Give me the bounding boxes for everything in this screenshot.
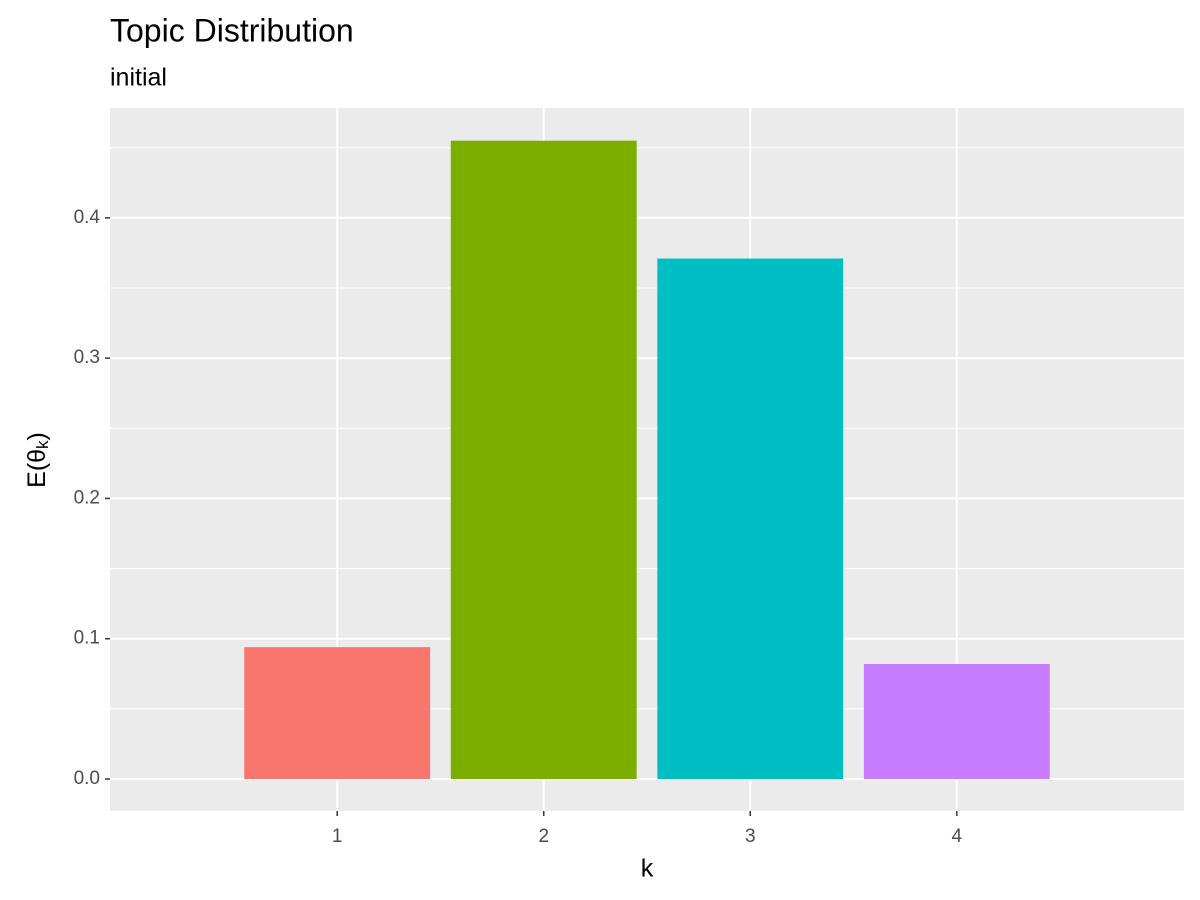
- x-tick-label: 4: [952, 826, 963, 847]
- x-tick-label: 2: [538, 826, 549, 847]
- y-tick-label: 0.2: [74, 487, 100, 508]
- y-tick-label: 0.4: [74, 207, 101, 228]
- chart-subtitle: initial: [110, 64, 167, 92]
- y-tick-label: 0.3: [74, 347, 100, 368]
- x-axis-title: k: [641, 855, 654, 883]
- bar: [657, 258, 844, 780]
- x-tick-label: 1: [332, 826, 343, 847]
- y-tick-label: 0.0: [74, 768, 100, 789]
- y-axis-title-main: E(θ: [23, 449, 51, 488]
- chart-title: Topic Distribution: [110, 12, 354, 48]
- bar: [244, 647, 431, 780]
- bar: [863, 663, 1050, 780]
- y-tick-label: 0.1: [74, 628, 100, 649]
- y-axis-title: E(θk): [23, 432, 53, 488]
- y-axis-title-close: ): [23, 432, 51, 440]
- marks: [244, 140, 1050, 780]
- bar: [450, 140, 637, 780]
- y-axis-title-sub: k: [33, 440, 52, 449]
- x-tick-label: 3: [745, 826, 756, 847]
